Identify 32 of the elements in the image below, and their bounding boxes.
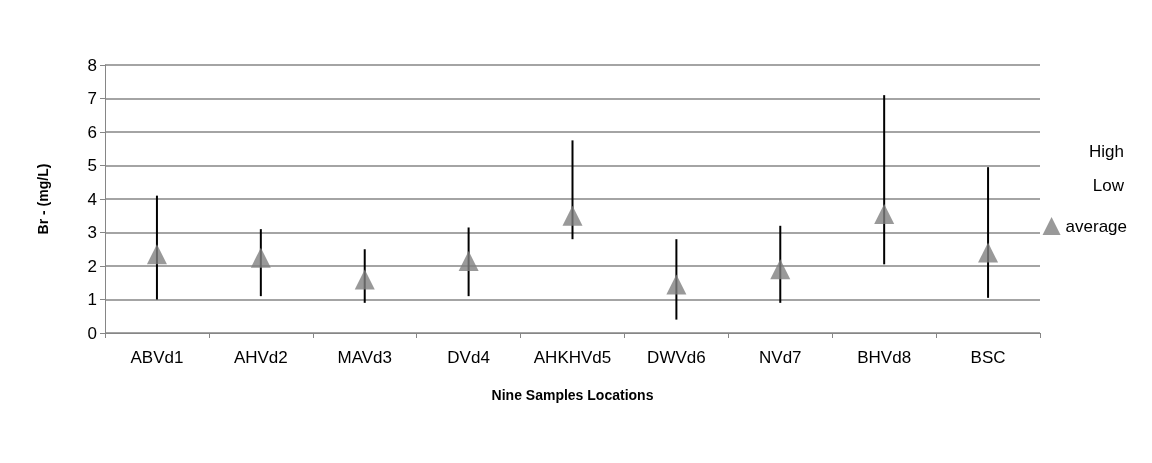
y-tick-label: 6 xyxy=(87,122,97,142)
y-tick-label: 8 xyxy=(87,55,97,75)
y-tick-label: 4 xyxy=(87,189,97,209)
x-tick-label: DVd4 xyxy=(447,348,490,367)
point xyxy=(250,247,271,268)
point xyxy=(458,250,479,271)
y-tick-label: 0 xyxy=(87,323,97,343)
x-tick-label: MAVd3 xyxy=(337,348,392,367)
legend-label: average xyxy=(1065,216,1127,236)
point xyxy=(146,244,167,265)
x-tick-label: ABVd1 xyxy=(130,348,184,367)
text: Low xyxy=(1092,176,1125,195)
y-tick-label: 5 xyxy=(87,156,97,175)
x-tick-label: AHKHVd5 xyxy=(533,348,612,367)
y-tick-label: 1 xyxy=(87,290,97,309)
x-tick-label: BHVd8 xyxy=(857,348,912,367)
point xyxy=(666,274,687,295)
point xyxy=(874,204,895,225)
x-tick-label: AHVd2 xyxy=(233,348,288,367)
x-tick-label: NVd7 xyxy=(759,348,802,367)
y-tick-label: 2 xyxy=(87,256,97,276)
y-axis-title: Br - (mg/L) xyxy=(35,163,51,235)
y-tick-label: 7 xyxy=(87,89,97,108)
text: High xyxy=(1089,142,1125,161)
point xyxy=(562,205,583,226)
x-tick-label: BSC xyxy=(970,348,1006,367)
point xyxy=(978,242,999,263)
point xyxy=(354,269,375,290)
y-tick-label: 3 xyxy=(87,223,97,242)
x-tick-label: DWVd6 xyxy=(647,348,706,367)
x-axis-title: Nine Samples Locations xyxy=(491,387,654,403)
point xyxy=(770,259,791,280)
